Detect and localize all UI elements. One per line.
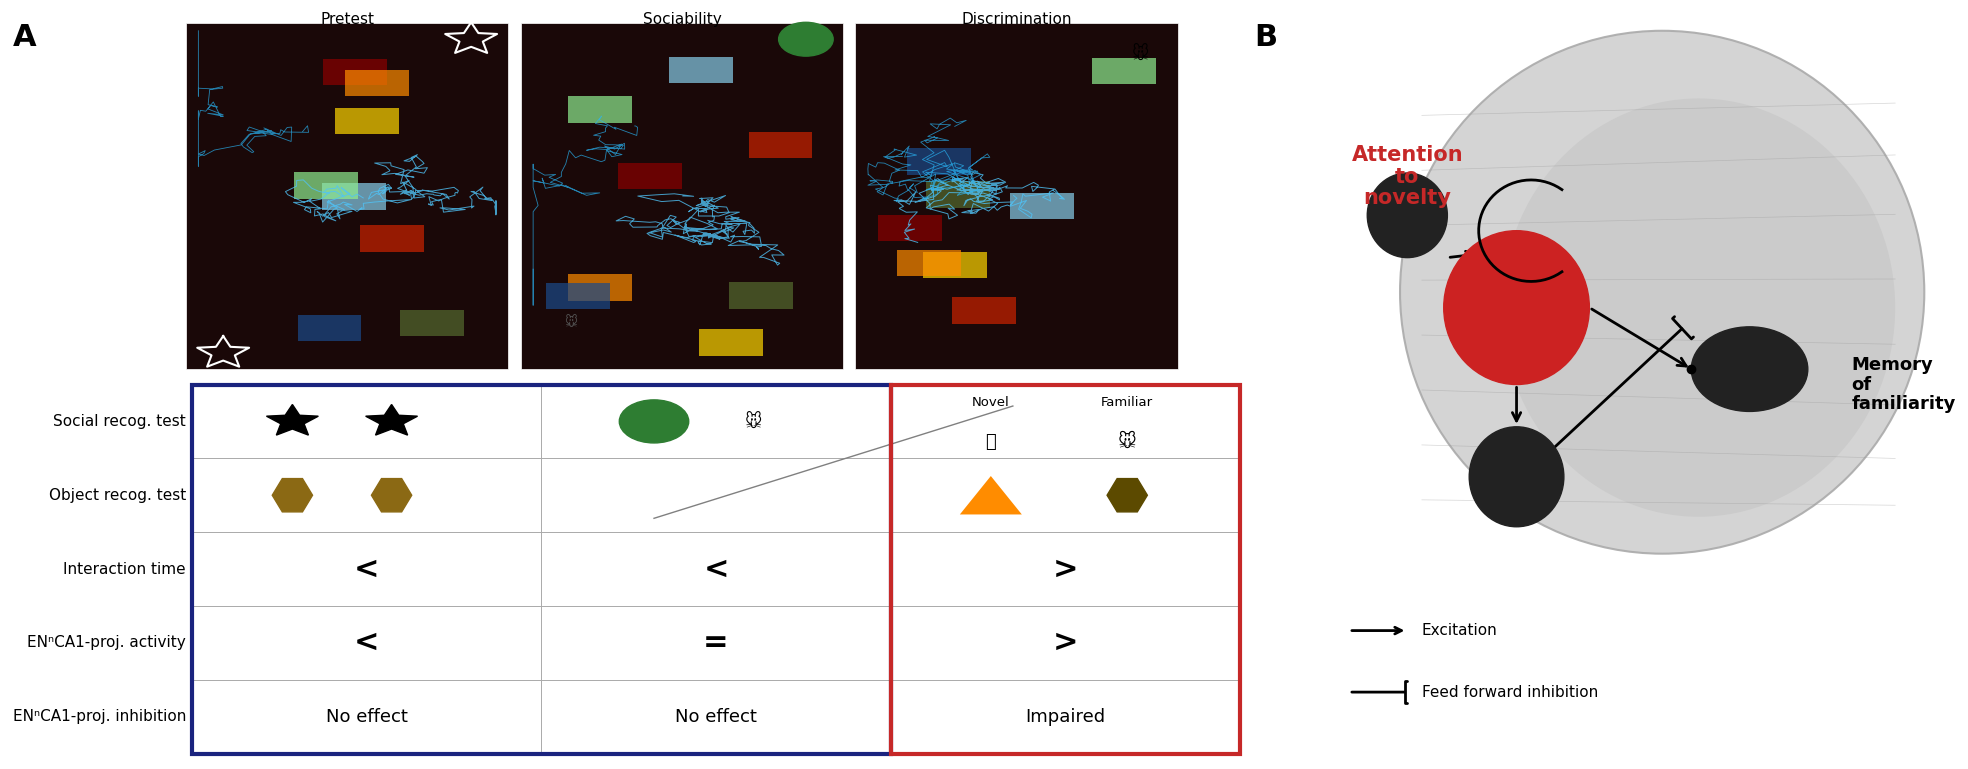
Bar <box>699 329 764 355</box>
Bar <box>344 70 409 96</box>
Bar <box>897 250 960 276</box>
Text: No effect: No effect <box>675 707 758 726</box>
Bar <box>569 96 632 123</box>
Polygon shape <box>266 404 319 435</box>
Text: Familiar: Familiar <box>1102 396 1153 409</box>
Text: Feed forward inhibition: Feed forward inhibition <box>1421 684 1598 700</box>
Text: Memory
of
familiarity: Memory of familiarity <box>1852 356 1956 413</box>
Text: B: B <box>1254 23 1277 52</box>
Bar <box>927 181 990 208</box>
Polygon shape <box>272 478 313 512</box>
Text: <: < <box>354 554 380 584</box>
Text: 🐭: 🐭 <box>563 317 577 329</box>
Bar <box>878 215 943 241</box>
Text: >: > <box>1053 628 1078 657</box>
Bar <box>323 184 386 210</box>
Text: Object recog. test: Object recog. test <box>49 488 185 503</box>
Bar <box>335 108 400 135</box>
Circle shape <box>1445 231 1590 384</box>
Bar <box>1010 193 1075 219</box>
Text: ENⁿCA1-proj. inhibition: ENⁿCA1-proj. inhibition <box>12 709 185 724</box>
Bar <box>323 58 386 85</box>
Ellipse shape <box>1399 31 1925 554</box>
Ellipse shape <box>1691 327 1809 411</box>
Text: Discrimination: Discrimination <box>962 12 1073 27</box>
Text: Pretest: Pretest <box>321 12 374 27</box>
Polygon shape <box>1108 478 1147 512</box>
Text: <: < <box>703 554 728 584</box>
Text: Excitation: Excitation <box>1421 623 1498 638</box>
FancyBboxPatch shape <box>856 23 1177 369</box>
Text: Sociability: Sociability <box>642 12 722 27</box>
Polygon shape <box>372 478 411 512</box>
Text: >: > <box>1053 554 1078 584</box>
Bar <box>569 275 632 301</box>
Bar <box>297 315 362 341</box>
Circle shape <box>779 22 832 56</box>
Bar <box>618 163 681 189</box>
Bar <box>1092 58 1155 85</box>
Text: Social recog. test: Social recog. test <box>53 414 185 429</box>
Bar <box>669 57 732 83</box>
Circle shape <box>1368 173 1446 258</box>
Text: Impaired: Impaired <box>1025 707 1106 726</box>
Text: Novel: Novel <box>972 396 1010 409</box>
Text: A: A <box>12 23 35 52</box>
Bar <box>953 298 1015 324</box>
Text: <: < <box>354 628 380 657</box>
Bar <box>907 148 970 175</box>
Circle shape <box>620 400 689 443</box>
Bar <box>748 132 813 158</box>
Bar <box>401 310 464 337</box>
FancyBboxPatch shape <box>185 23 508 369</box>
Text: 🐹: 🐹 <box>986 433 996 451</box>
Polygon shape <box>960 476 1021 514</box>
Bar <box>360 225 425 251</box>
Polygon shape <box>366 404 417 435</box>
Text: Interaction time: Interaction time <box>63 561 185 577</box>
Circle shape <box>1470 427 1565 527</box>
Text: 🐭: 🐭 <box>1132 45 1149 63</box>
FancyBboxPatch shape <box>522 23 842 369</box>
Text: ENⁿCA1-proj. activity: ENⁿCA1-proj. activity <box>28 635 185 651</box>
Bar <box>730 282 793 309</box>
Text: No effect: No effect <box>327 707 407 726</box>
Text: 🐭: 🐭 <box>744 412 762 431</box>
Ellipse shape <box>1502 98 1895 517</box>
Text: Attention
to
novelty: Attention to novelty <box>1352 145 1462 208</box>
Bar <box>923 251 986 278</box>
Text: 🐭: 🐭 <box>1118 433 1138 451</box>
Bar <box>295 172 358 198</box>
Bar <box>547 283 610 309</box>
Text: =: = <box>703 628 728 657</box>
